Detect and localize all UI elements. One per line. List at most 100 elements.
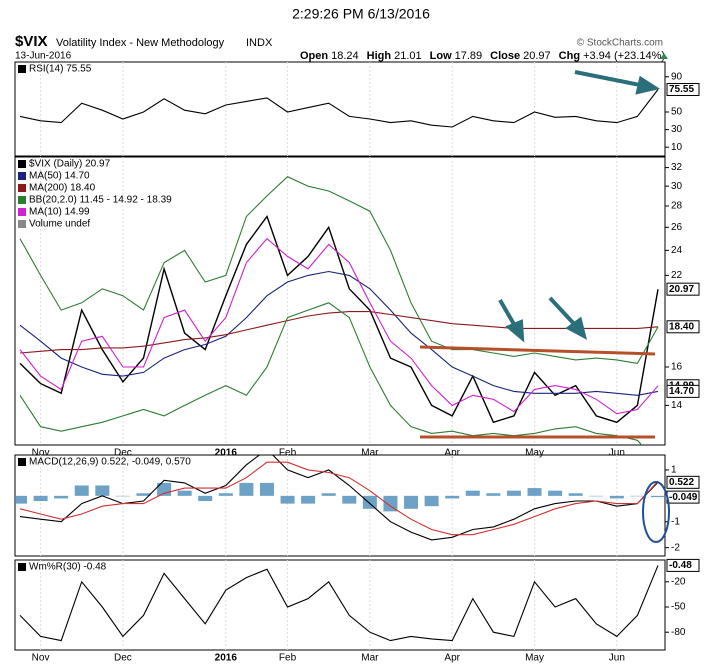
last-value-label: 14.70 [669,386,694,397]
arrow [574,70,641,87]
y-tick-label: -80 [671,627,686,638]
histogram-bar [239,482,254,496]
quote-label: Open [300,50,328,62]
last-value-box [666,320,700,334]
series-line [19,302,643,445]
series-line [19,89,659,128]
quote-label: High [367,50,392,62]
x-tick-label: Dec [114,448,132,459]
last-value-label: -0.049 [669,492,698,503]
y-tick-label: 1 [671,465,677,476]
symbol: $VIX [15,33,48,50]
legend-label: MA(200) 18.40 [29,183,96,194]
histogram-bar [465,490,480,496]
quote-value: 17.89 [455,50,483,62]
y-tick-label: 30 [671,181,683,192]
x-tick-label: May [525,448,544,459]
histogram-bar [445,495,460,499]
legend-swatch [18,196,26,204]
histogram-bar [54,495,69,499]
legend-swatch [18,160,26,168]
series-line [19,270,659,396]
annotations [419,70,670,543]
x-tick-label: May [525,653,544,664]
histogram-bar [177,490,192,496]
legend-swatch [18,458,26,466]
legend-label: MA(50) 14.70 [29,171,90,182]
y-tick-label: -20 [671,576,686,587]
legend-label: RSI(14) 75.55 [29,64,92,75]
histogram-bar [15,495,27,504]
quote-label: Close [490,50,520,62]
series-line [19,176,659,365]
last-value-box [666,475,700,489]
panel-frame [14,559,666,651]
copyright: © StockCharts.com [577,38,663,49]
arrow-head [505,319,525,343]
y-tick-label: 32 [671,162,683,173]
arrow [548,296,578,328]
histogram-bar [486,493,501,496]
histogram-bar [342,495,357,504]
series-group [15,455,665,541]
y-tick-label: 50 [671,107,683,118]
last-value-box [666,384,700,398]
last-value-box [666,282,700,296]
x-tick-label: 2016 [215,653,238,664]
legend-swatch [18,65,26,73]
x-tick-label: 2016 [215,448,238,459]
legend-swatch [18,184,26,192]
histogram-bar [589,495,604,497]
quote-value: 21.01 [394,50,422,62]
histogram-bar [527,488,542,496]
date: 13-Jun-2016 [15,51,72,62]
legend-swatch [18,208,26,216]
histogram-bar [321,493,336,496]
histogram-bar [548,490,563,496]
y-tick-label: 14 [671,400,683,411]
histogram-bar [259,482,274,496]
timestamp: 2:29:26 PM 6/13/2016 [292,6,430,22]
quote-label: Chg [559,50,580,62]
y-tick-label: 30 [671,124,683,135]
histogram-bar [95,485,110,496]
series-group [19,565,659,642]
y-tick-label: 90 [671,71,683,82]
y-tick-label: -1 [671,516,680,527]
arrow-head [635,75,661,95]
histogram-bar [651,495,665,498]
series-line [19,311,659,354]
series-line [19,215,659,424]
y-tick-label: 26 [671,222,683,233]
x-tick-label: Dec [114,653,132,664]
change-arrow [660,53,668,59]
x-tick-label: Apr [444,653,460,664]
histogram-bar [568,493,583,496]
histogram-bar [301,495,316,504]
x-tick-label: Mar [361,448,379,459]
y-tick-label: -2 [671,542,680,553]
last-value-label: 0.522 [669,477,694,488]
histogram-bar [506,490,521,496]
arrow [498,299,517,327]
last-value-label: 75.55 [669,84,694,95]
histogram-bar [115,495,130,497]
histogram-bar [136,493,151,496]
series-group [19,176,659,445]
highlight-ellipse [642,481,670,543]
arrow-head [565,316,588,340]
legend-swatch [18,220,26,228]
histogram-bar [74,485,89,496]
legend-label: MACD(12,26,9) 0.522, -0.049, 0.570 [29,457,191,468]
histogram-bar [280,495,295,504]
y-tick-label: 10 [671,142,683,153]
y-tick-label: 16 [671,362,683,373]
resistance-line [419,345,656,356]
panel-frame [14,454,666,557]
security-name: Volatility Index - New Methodology [56,37,225,49]
histogram-bar [630,495,645,497]
legend-swatch [18,172,26,180]
histogram-bar [198,495,213,502]
quote: Open 18.24 High 21.01 Low 17.89 Close 20.97 Chg +… [300,50,665,62]
